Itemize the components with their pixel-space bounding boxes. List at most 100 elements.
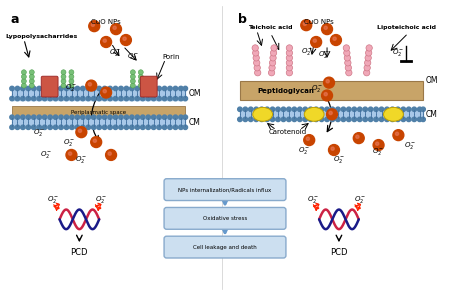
Circle shape <box>108 152 111 155</box>
Circle shape <box>376 142 379 145</box>
Circle shape <box>32 115 36 119</box>
Circle shape <box>29 74 34 79</box>
Circle shape <box>330 117 335 122</box>
Text: OM: OM <box>189 89 201 98</box>
Circle shape <box>352 107 356 112</box>
Circle shape <box>162 86 167 91</box>
Circle shape <box>81 96 85 101</box>
Circle shape <box>21 86 25 91</box>
Circle shape <box>168 96 172 101</box>
Circle shape <box>287 117 291 122</box>
Circle shape <box>238 107 242 112</box>
Text: Cell leakage and death: Cell leakage and death <box>193 244 257 250</box>
Circle shape <box>341 107 346 112</box>
Circle shape <box>324 92 327 96</box>
Circle shape <box>135 115 140 119</box>
Circle shape <box>135 125 140 130</box>
Circle shape <box>138 74 143 79</box>
Circle shape <box>385 107 389 112</box>
Circle shape <box>10 115 14 119</box>
Bar <box>12 116 185 128</box>
Circle shape <box>401 117 405 122</box>
Circle shape <box>103 96 107 101</box>
Circle shape <box>59 86 63 91</box>
Circle shape <box>103 115 107 119</box>
Circle shape <box>254 64 261 71</box>
Circle shape <box>108 125 112 130</box>
Circle shape <box>42 96 47 101</box>
Circle shape <box>366 45 372 51</box>
Circle shape <box>106 149 117 161</box>
Circle shape <box>341 117 346 122</box>
Circle shape <box>29 83 34 88</box>
Circle shape <box>157 86 161 91</box>
Text: $O_2^-$: $O_2^-$ <box>40 149 53 161</box>
Circle shape <box>130 74 135 79</box>
Circle shape <box>146 96 150 101</box>
Circle shape <box>254 107 258 112</box>
Circle shape <box>146 115 150 119</box>
Text: PCD: PCD <box>71 248 88 257</box>
Circle shape <box>243 107 248 112</box>
Circle shape <box>303 22 306 26</box>
Circle shape <box>101 87 112 98</box>
Circle shape <box>183 96 188 101</box>
Circle shape <box>26 96 31 101</box>
Text: OM: OM <box>426 76 439 85</box>
Circle shape <box>108 115 112 119</box>
Circle shape <box>140 86 145 91</box>
Text: $O_2^-$: $O_2^-$ <box>355 194 367 205</box>
Circle shape <box>22 79 27 84</box>
Circle shape <box>396 132 399 135</box>
Circle shape <box>353 133 364 144</box>
Circle shape <box>97 86 101 91</box>
Circle shape <box>32 86 36 91</box>
Circle shape <box>75 96 80 101</box>
Circle shape <box>124 96 129 101</box>
Circle shape <box>363 117 367 122</box>
FancyBboxPatch shape <box>41 76 58 97</box>
Circle shape <box>32 125 36 130</box>
FancyBboxPatch shape <box>164 236 286 258</box>
Circle shape <box>346 107 351 112</box>
Circle shape <box>69 79 74 84</box>
Circle shape <box>374 117 378 122</box>
Circle shape <box>97 96 101 101</box>
Circle shape <box>265 107 269 112</box>
Circle shape <box>61 74 66 79</box>
Circle shape <box>331 147 334 150</box>
Circle shape <box>64 96 69 101</box>
FancyBboxPatch shape <box>164 179 286 200</box>
Text: b: b <box>238 13 247 26</box>
Text: Porin: Porin <box>162 54 180 60</box>
Text: $O_2^-$: $O_2^-$ <box>65 82 78 93</box>
Circle shape <box>29 70 34 75</box>
Circle shape <box>183 125 188 130</box>
Text: $O_2^-$: $O_2^-$ <box>318 50 330 60</box>
Circle shape <box>130 70 135 75</box>
Circle shape <box>135 86 140 91</box>
Circle shape <box>69 74 74 79</box>
Circle shape <box>173 86 178 91</box>
Circle shape <box>146 125 150 130</box>
Circle shape <box>243 117 248 122</box>
Text: $O_2^-$: $O_2^-$ <box>298 145 310 155</box>
Circle shape <box>42 86 47 91</box>
Circle shape <box>89 21 99 32</box>
Circle shape <box>21 115 25 119</box>
Circle shape <box>113 96 118 101</box>
Circle shape <box>173 96 178 101</box>
Circle shape <box>292 107 297 112</box>
Circle shape <box>301 20 312 31</box>
Circle shape <box>91 136 102 148</box>
Circle shape <box>15 96 20 101</box>
Circle shape <box>59 96 63 101</box>
Circle shape <box>64 115 69 119</box>
Circle shape <box>309 117 313 122</box>
Circle shape <box>91 125 96 130</box>
Circle shape <box>21 125 25 130</box>
Circle shape <box>135 96 140 101</box>
Circle shape <box>59 115 63 119</box>
Circle shape <box>130 79 135 84</box>
Circle shape <box>75 86 80 91</box>
